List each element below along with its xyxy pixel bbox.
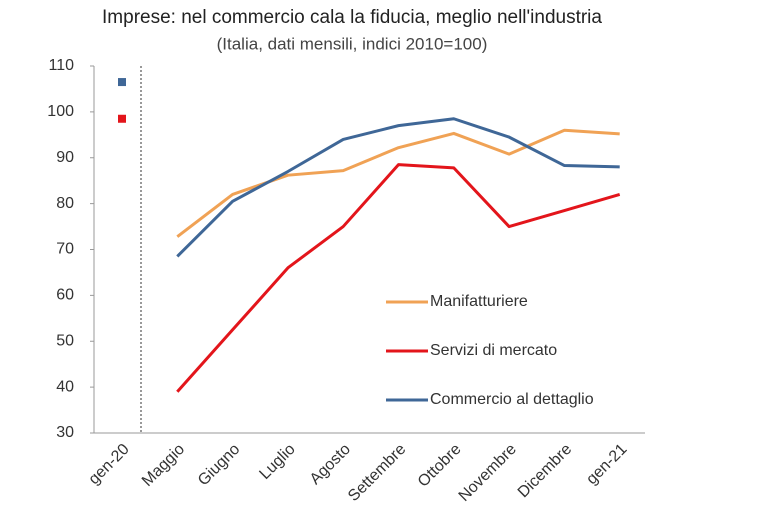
legend-label: Manifatturiere [430, 293, 528, 310]
x-tick-label: Settembre [345, 441, 409, 505]
x-tick-label: Maggio [139, 441, 188, 490]
series-line [176, 163, 621, 393]
x-tick-label: Giugno [195, 441, 244, 490]
legend-label: Commercio al dettaglio [430, 391, 594, 408]
point-marker [118, 78, 126, 87]
point-marker [118, 114, 126, 123]
series-line [176, 128, 620, 238]
chart-title: Imprese: nel commercio cala la fiducia, … [102, 7, 602, 28]
y-tick-label: 100 [47, 103, 74, 120]
x-tick-label: Luglio [256, 441, 298, 483]
series-line [176, 117, 620, 258]
x-tick-label: Ottobre [415, 441, 465, 491]
y-tick-label: 70 [56, 241, 74, 258]
x-tick-label: Novembre [456, 441, 520, 505]
x-tick-label: gen-20 [86, 441, 133, 488]
y-tick-label: 110 [48, 57, 74, 74]
y-tick-label: 80 [56, 195, 74, 212]
chart-subtitle: (Italia, dati mensili, indici 2010=100) [217, 34, 488, 53]
x-tick-label: gen-21 [583, 441, 630, 488]
y-tick-label: 40 [56, 378, 74, 395]
x-tick-label: Dicembre [515, 441, 576, 502]
y-tick-label: 30 [56, 424, 74, 441]
y-tick-label: 90 [56, 149, 74, 166]
y-tick-label: 50 [56, 332, 74, 349]
x-tick-label: Agosto [307, 441, 354, 488]
y-tick-label: 60 [56, 287, 74, 304]
legend-label: Servizi di mercato [430, 342, 557, 359]
